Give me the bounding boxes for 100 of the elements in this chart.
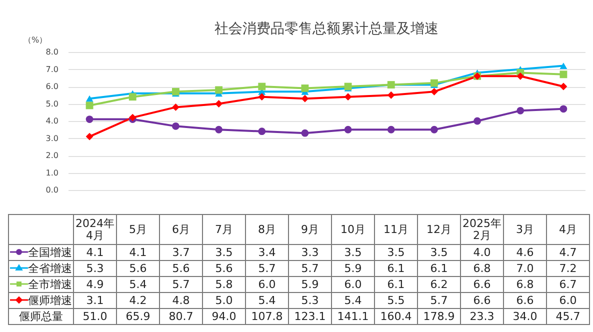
point: [474, 117, 481, 125]
data-label: 5.7: [418, 292, 460, 308]
point: [86, 95, 94, 102]
point: [172, 103, 180, 111]
point: [215, 86, 222, 94]
data-label: 6.6: [460, 276, 504, 292]
point: [516, 106, 524, 114]
data-label: 4.2: [116, 292, 160, 308]
point: [430, 79, 438, 87]
point: [560, 70, 568, 78]
text: 65.9: [116, 308, 160, 324]
point: [258, 128, 266, 136]
data-label: 6.1: [418, 260, 460, 276]
x-tick-label: 8月: [246, 214, 288, 244]
point: [430, 88, 438, 96]
point: [344, 93, 352, 101]
data-label: 7.2: [546, 260, 590, 276]
data-label: 5.7: [160, 276, 202, 292]
x-tick-label: 2024年4月: [74, 214, 116, 244]
data-label: 6.8: [460, 260, 504, 276]
chart-title: 社会消费品零售总额累计总量及增速: [214, 21, 438, 37]
y-tick-label: 6.0: [46, 82, 58, 91]
data-label: 4.8: [160, 292, 202, 308]
data-label: 5.0: [202, 292, 246, 308]
data-label: 3.4: [246, 244, 288, 260]
point: [86, 132, 94, 140]
data-label: 4.1: [74, 244, 116, 260]
data-label: 6.0: [546, 292, 590, 308]
data-label: 6.1: [374, 260, 418, 276]
legend-label: 全国增速: [8, 244, 74, 260]
data-label: 5.3: [288, 292, 332, 308]
data-label: 3.5: [418, 244, 460, 260]
y-tick-label: 2.0: [46, 151, 58, 160]
data-label: 5.9: [288, 276, 332, 292]
data-label: 6.0: [332, 276, 374, 292]
data-label: 6.7: [546, 276, 590, 292]
y-tick-label: 1.0: [46, 168, 58, 178]
data-label: 5.3: [74, 260, 116, 276]
point: [516, 72, 524, 80]
data-label: 3.7: [160, 244, 202, 260]
x-tick-label: 7月: [202, 214, 246, 244]
data-label: 5.4: [332, 292, 374, 308]
data-label: 5.6: [116, 260, 160, 276]
text: 141.1: [332, 308, 374, 324]
x-tick-label: 12月: [418, 214, 460, 244]
point: [258, 93, 266, 101]
data-label: 3.5: [332, 244, 374, 260]
legend-label: 偃师增速: [8, 292, 74, 308]
data-label: 5.5: [374, 292, 418, 308]
y-tick-label: 7.0: [46, 64, 58, 74]
data-label: 5.7: [246, 260, 288, 276]
data-label: 6.0: [246, 276, 288, 292]
text: 23.3: [460, 308, 504, 324]
x-tick-label: 9月: [288, 214, 332, 244]
text: 160.4: [374, 308, 418, 324]
y-tick-label: 5.0: [46, 99, 58, 108]
data-label: 6.6: [460, 292, 504, 308]
data-label: 3.3: [288, 244, 332, 260]
data-label: 5.4: [116, 276, 160, 292]
point: [430, 126, 438, 134]
data-label: 7.0: [504, 260, 546, 276]
text: 107.8: [246, 308, 288, 324]
data-label: 5.6: [202, 260, 246, 276]
legend-label: 全省增速: [8, 260, 74, 276]
data-label: 5.4: [246, 292, 288, 308]
data-label: 4.9: [74, 276, 116, 292]
x-tick-label: 2025年2月: [460, 214, 504, 244]
point: [301, 129, 309, 137]
data-label: 3.5: [202, 244, 246, 260]
point: [301, 84, 309, 92]
x-tick-label: 3月: [504, 214, 546, 244]
y-tick-label: 8.0: [46, 48, 58, 56]
x-tick-label: 10月: [332, 214, 374, 244]
point: [387, 91, 395, 99]
text: 45.7: [546, 308, 590, 324]
y-tick-label: 3.0: [46, 134, 58, 143]
y-axis-title: （%）: [24, 36, 48, 44]
text: 51.0: [74, 308, 116, 324]
data-label: 4.1: [116, 244, 160, 260]
text: 偃师总量: [8, 308, 74, 324]
data-label: 4.6: [504, 244, 546, 260]
point: [344, 126, 352, 134]
point: [560, 82, 568, 90]
text: 80.7: [160, 308, 202, 324]
point: [301, 94, 309, 102]
point: [215, 126, 222, 134]
point: [86, 116, 94, 123]
point: [560, 62, 568, 70]
data-label: 6.1: [374, 276, 418, 292]
point: [172, 88, 180, 96]
data-label: 6.6: [504, 292, 546, 308]
x-tick-label: 6月: [160, 214, 202, 244]
data-label: 4.7: [546, 244, 590, 260]
data-label: 6.2: [418, 276, 460, 292]
point: [215, 100, 222, 108]
data-label: 5.8: [202, 276, 246, 292]
text: 94.0: [202, 308, 246, 324]
data-label: 3.1: [74, 292, 116, 308]
point: [172, 122, 180, 130]
y-tick-label: 4.0: [46, 116, 58, 126]
